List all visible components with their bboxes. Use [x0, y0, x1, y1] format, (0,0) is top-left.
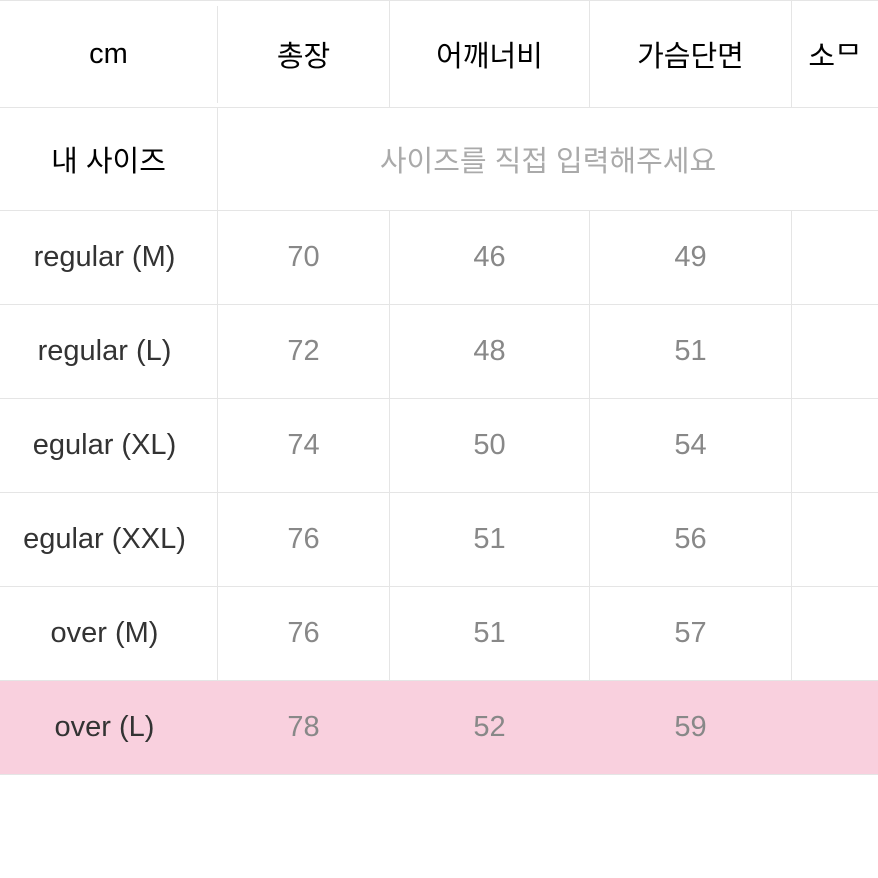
table-row[interactable]: egular (XL) 74 50 54	[0, 399, 878, 493]
header-col1: 총장	[218, 1, 390, 107]
size-value	[792, 510, 878, 570]
size-value: 54	[590, 399, 792, 492]
header-row: cm 총장 어깨너비 가슴단면 소ᄆ	[0, 1, 878, 108]
size-value	[792, 698, 878, 758]
my-size-input[interactable]: 사이즈를 직접 입력해주세요	[218, 108, 878, 210]
size-value: 49	[590, 211, 792, 304]
size-value: 50	[390, 399, 590, 492]
size-value: 76	[218, 493, 390, 586]
table-row[interactable]: egular (XXL) 76 51 56	[0, 493, 878, 587]
size-value: 51	[390, 493, 590, 586]
size-value	[792, 322, 878, 382]
size-value: 59	[590, 681, 792, 774]
size-value	[792, 228, 878, 288]
size-value: 52	[390, 681, 590, 774]
size-value: 74	[218, 399, 390, 492]
size-label: egular (XL)	[0, 399, 218, 492]
header-unit: cm	[0, 6, 218, 103]
size-value: 51	[590, 305, 792, 398]
size-value: 46	[390, 211, 590, 304]
table-row[interactable]: regular (L) 72 48 51	[0, 305, 878, 399]
size-value: 51	[390, 587, 590, 680]
size-value: 78	[218, 681, 390, 774]
header-col4: 소ᄆ	[792, 1, 878, 107]
header-col3: 가슴단면	[590, 1, 792, 107]
table-row[interactable]: over (M) 76 51 57	[0, 587, 878, 681]
size-label: regular (L)	[0, 305, 218, 398]
table-row-selected[interactable]: over (L) 78 52 59	[0, 681, 878, 775]
size-label: regular (M)	[0, 211, 218, 304]
my-size-row: 내 사이즈 사이즈를 직접 입력해주세요	[0, 108, 878, 211]
header-col2: 어깨너비	[390, 1, 590, 107]
size-value: 57	[590, 587, 792, 680]
size-label: egular (XXL)	[0, 493, 218, 586]
my-size-label: 내 사이즈	[0, 108, 218, 210]
size-table: cm 총장 어깨너비 가슴단면 소ᄆ 내 사이즈 사이즈를 직접 입력해주세요 …	[0, 0, 878, 775]
table-row[interactable]: regular (M) 70 46 49	[0, 211, 878, 305]
size-label: over (L)	[0, 681, 218, 774]
size-value	[792, 416, 878, 476]
size-value: 70	[218, 211, 390, 304]
size-value: 48	[390, 305, 590, 398]
size-value	[792, 604, 878, 664]
size-value: 72	[218, 305, 390, 398]
size-value: 76	[218, 587, 390, 680]
size-label: over (M)	[0, 587, 218, 680]
size-value: 56	[590, 493, 792, 586]
